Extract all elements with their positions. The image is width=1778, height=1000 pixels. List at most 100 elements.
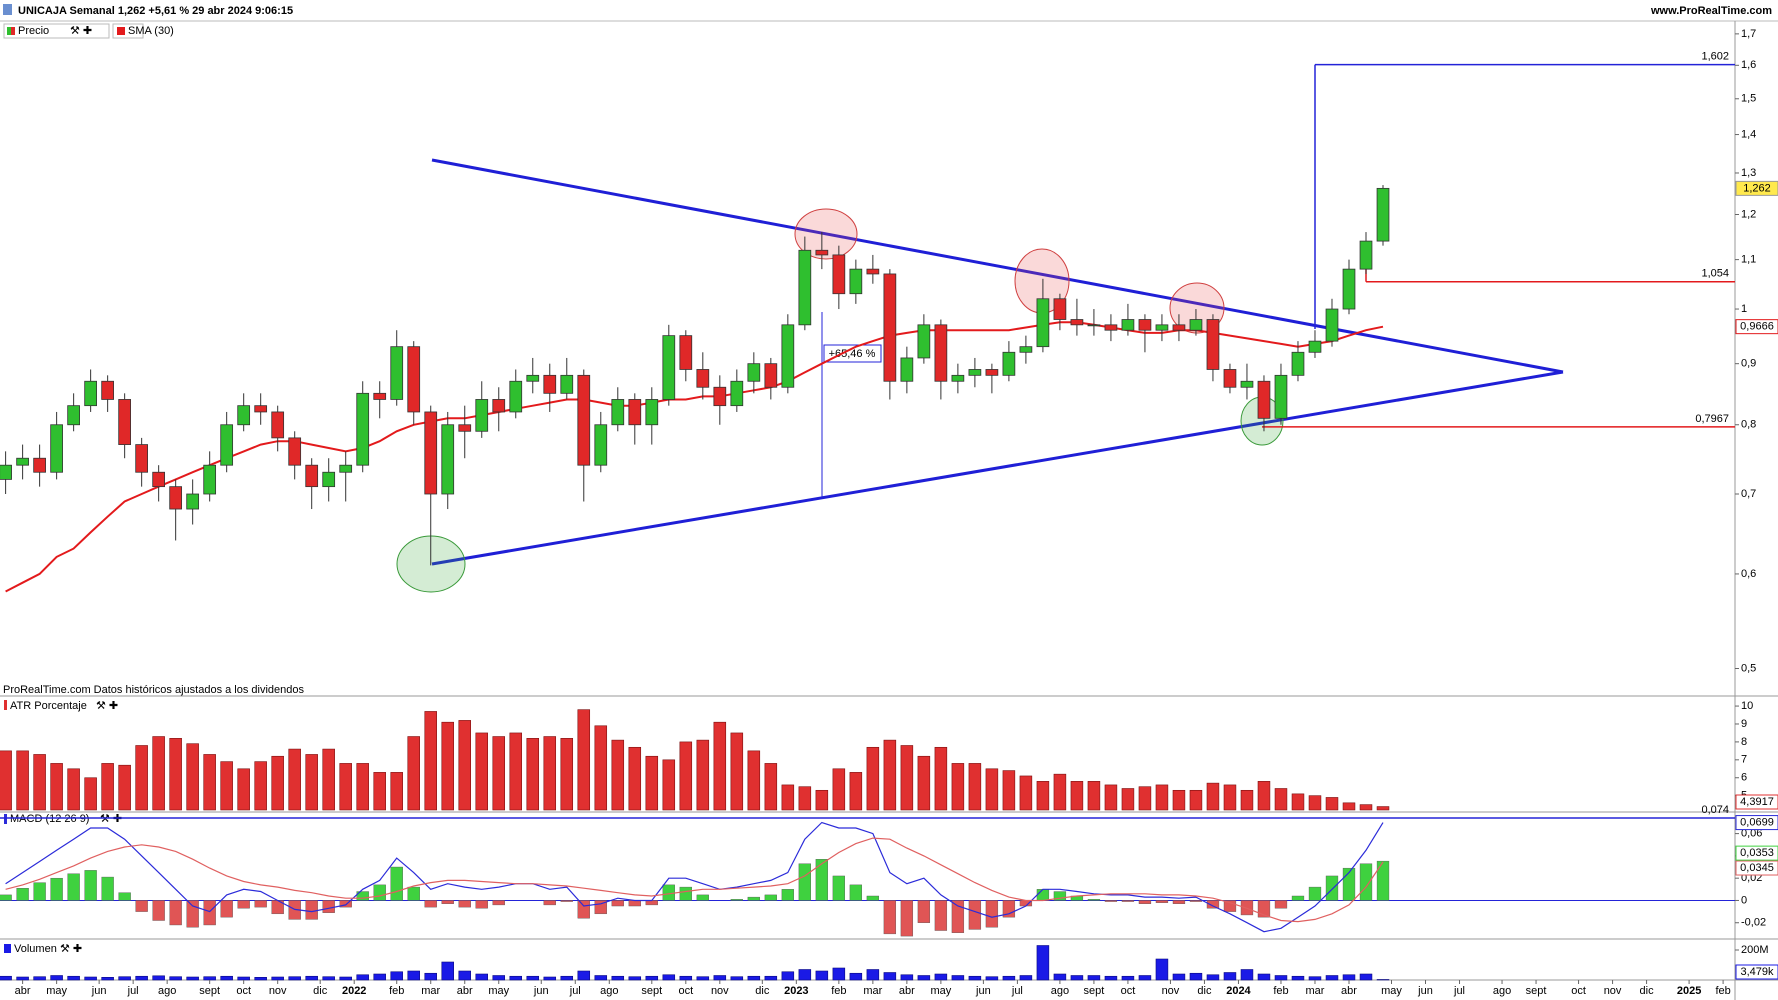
legend-tools[interactable]: ⚒ ✚	[96, 700, 118, 712]
highlight-circle[interactable]	[794, 208, 858, 260]
annotation-box[interactable]	[823, 344, 882, 363]
bar	[1104, 975, 1118, 981]
histogram-bar	[1002, 900, 1016, 918]
histogram-bar	[254, 900, 267, 908]
x-tick-label: nov	[711, 985, 729, 997]
histogram-bar	[373, 884, 386, 901]
header-site[interactable]: www.ProRealTime.com	[1650, 5, 1772, 17]
bar	[67, 768, 80, 811]
histogram-bar	[1036, 889, 1050, 901]
candle-body	[849, 268, 863, 295]
bar	[1002, 975, 1016, 981]
histogram-bar	[798, 863, 811, 901]
histogram-bar	[1291, 895, 1305, 901]
bar	[764, 975, 778, 981]
histogram-bar	[1325, 875, 1339, 901]
y-tick-label: 6	[1741, 772, 1747, 784]
candle-body	[883, 273, 897, 382]
candle-body	[305, 464, 319, 488]
bar	[798, 786, 812, 811]
bar	[1240, 969, 1254, 981]
y-tick-label: 9	[1741, 718, 1747, 730]
bar	[1189, 789, 1203, 811]
legend-swatch	[7, 27, 11, 35]
x-tick-label: dic	[313, 985, 328, 997]
histogram-bar	[985, 900, 999, 928]
bar	[1206, 782, 1220, 811]
candle-body	[798, 249, 812, 326]
histogram-bar	[101, 876, 114, 901]
y-tick-label: -0,02	[1741, 917, 1766, 929]
value-label: 4,3917	[1740, 796, 1774, 808]
candle-body	[526, 374, 540, 382]
histogram-bar	[339, 900, 352, 908]
y-tick-label: 8	[1741, 736, 1747, 748]
histogram-bar	[322, 900, 335, 913]
bar	[356, 763, 369, 811]
x-tick-label: jun	[533, 985, 549, 997]
candle-body	[645, 399, 659, 426]
legend-tools[interactable]: ⚒ ✚	[100, 813, 122, 825]
candle-body	[968, 369, 982, 376]
candle-body	[1172, 324, 1186, 331]
bar	[322, 748, 335, 811]
bar	[101, 976, 114, 981]
histogram-bar	[0, 894, 12, 901]
bar	[475, 973, 488, 981]
histogram-bar	[475, 900, 488, 909]
bar	[883, 972, 897, 981]
x-tick-label: ago	[1493, 985, 1511, 997]
bar	[968, 975, 982, 981]
bar	[526, 975, 540, 981]
value-box	[1735, 964, 1778, 980]
bar	[849, 972, 863, 981]
bar	[1138, 786, 1152, 811]
x-tick-label: oct	[1121, 985, 1136, 997]
bar	[679, 741, 693, 811]
histogram-bar	[594, 900, 607, 915]
candle-body	[1002, 351, 1016, 376]
bar	[1325, 797, 1339, 811]
trend-line[interactable]	[431, 158, 1564, 374]
candle-body	[1308, 340, 1322, 353]
bar	[1121, 975, 1135, 981]
x-tick-label: oct	[678, 985, 693, 997]
bar	[645, 975, 659, 981]
bar	[1291, 975, 1305, 981]
value-box	[1735, 180, 1778, 196]
histogram-bar	[1342, 867, 1356, 901]
x-tick-label: jul	[1011, 985, 1023, 997]
candle-body	[509, 380, 523, 413]
histogram-bar	[730, 899, 743, 901]
candle-body	[951, 374, 965, 382]
value-label: 0,0353	[1740, 847, 1774, 859]
candle-body	[492, 399, 506, 413]
bar	[713, 975, 727, 981]
bar	[1019, 775, 1033, 811]
bar	[696, 976, 710, 981]
candle-body	[696, 369, 710, 388]
level-label: 0,074	[1701, 804, 1729, 816]
histogram-bar	[560, 900, 573, 902]
bar	[1257, 973, 1271, 981]
histogram-bar	[577, 900, 590, 919]
bar	[1138, 975, 1152, 981]
legend-box[interactable]	[3, 23, 110, 39]
bar	[322, 976, 335, 981]
candle-body	[1274, 374, 1288, 419]
bar	[594, 975, 608, 981]
legend-tools[interactable]: ⚒ ✚	[70, 25, 92, 37]
histogram-bar	[305, 900, 318, 920]
histogram-bar	[118, 892, 131, 901]
candle-body	[441, 424, 455, 495]
candle-body	[1257, 380, 1271, 419]
candle-body	[1053, 298, 1067, 320]
legend-tools[interactable]: ⚒ ✚	[60, 943, 82, 955]
y-tick-label: 1,3	[1741, 167, 1756, 179]
trend-line[interactable]	[431, 370, 1564, 566]
candle-body	[934, 324, 948, 382]
bar	[934, 746, 948, 811]
y-tick-label: 1	[1741, 303, 1747, 315]
candle-body	[203, 464, 217, 495]
candle-body	[900, 357, 914, 382]
